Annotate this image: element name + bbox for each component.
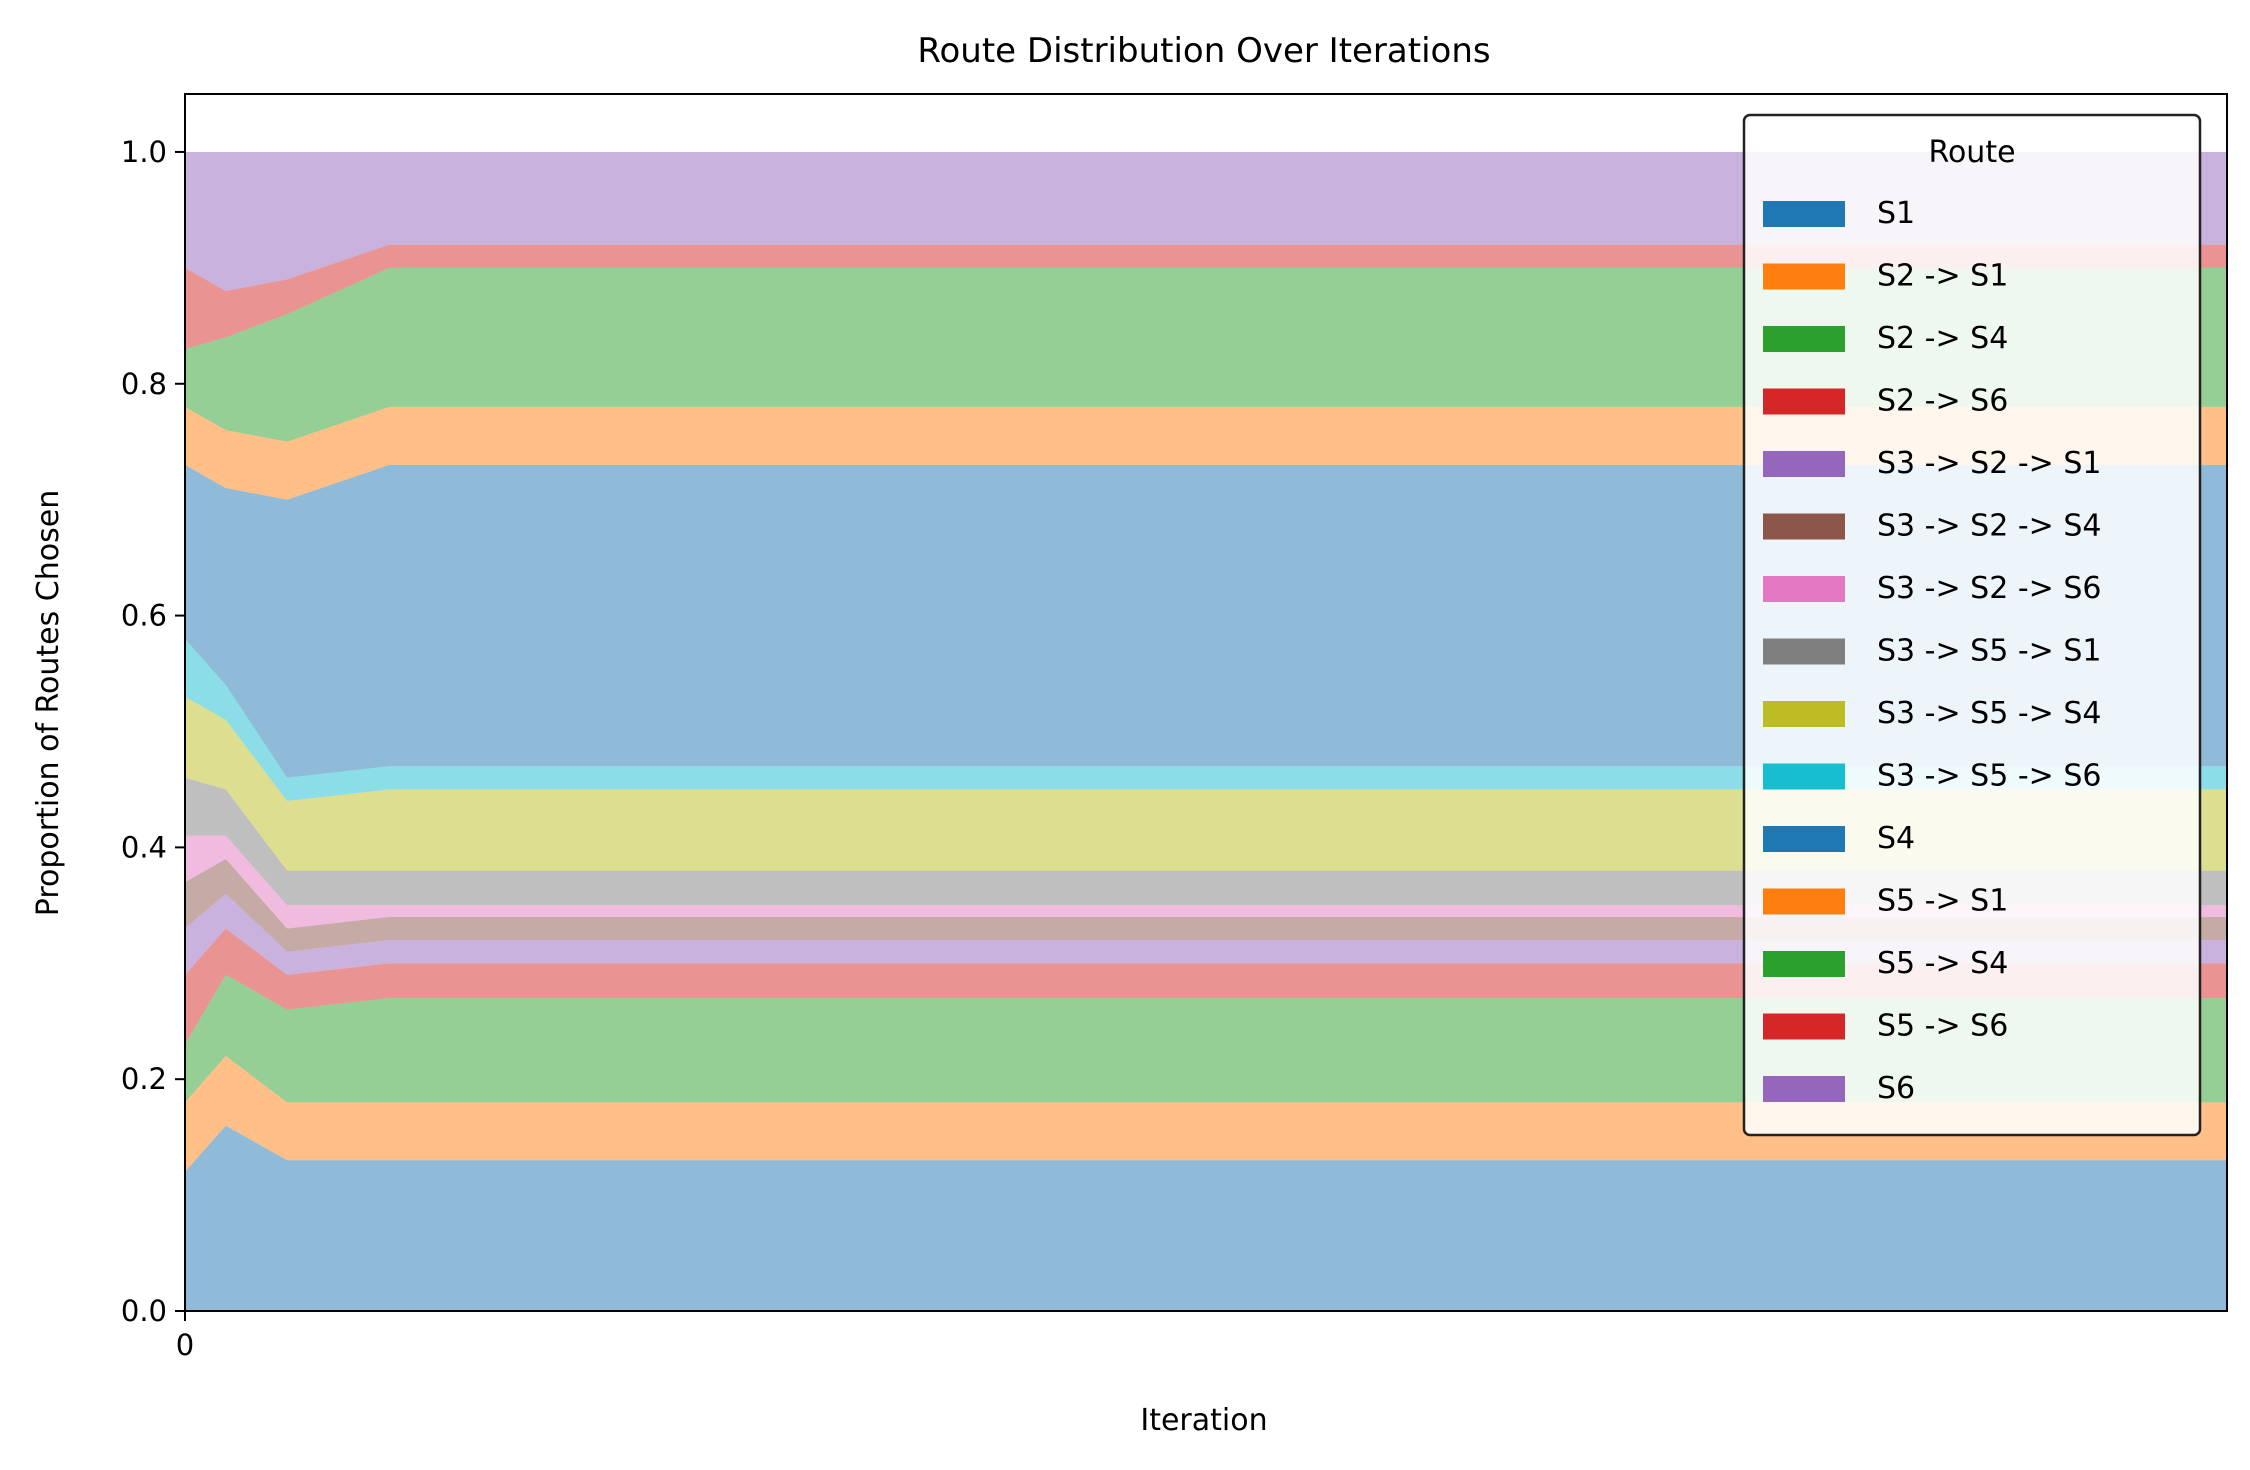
legend-swatch xyxy=(1763,451,1845,477)
area-series-1 xyxy=(185,1125,2227,1311)
legend-label: S2 -> S1 xyxy=(1877,259,2008,294)
area-series-8 xyxy=(185,777,2227,906)
y-tick-label: 0.4 xyxy=(121,830,167,864)
legend-label: S3 -> S2 -> S1 xyxy=(1877,446,2101,481)
y-axis-label: Proportion of Routes Chosen xyxy=(31,490,66,916)
y-axis: 0.0 0.2 0.4 0.6 0.8 1.0 xyxy=(121,135,185,1328)
legend: Route S1 S2 -> S1 S2 -> S4 S2 -> S6 S3 -> S2… xyxy=(1742,113,2202,1137)
x-axis-label: Iteration xyxy=(1140,1403,1267,1438)
x-axis: 0 xyxy=(176,1311,194,1362)
area-series-12 xyxy=(185,406,2227,500)
area-series-15 xyxy=(185,152,2227,291)
area-series-4 xyxy=(185,928,2227,1045)
y-tick-label: 0.6 xyxy=(121,599,167,633)
legend-swatch xyxy=(1763,826,1845,852)
legend-label: S3 -> S2 -> S4 xyxy=(1877,509,2101,544)
y-tick-label: 0.8 xyxy=(121,367,167,401)
legend-label: S5 -> S6 xyxy=(1877,1009,2008,1044)
legend-swatch xyxy=(1763,951,1845,977)
legend-label: S3 -> S5 -> S4 xyxy=(1877,696,2101,731)
legend-swatch xyxy=(1763,888,1845,915)
legend-swatch xyxy=(1763,201,1845,227)
area-series-2 xyxy=(185,1056,2227,1172)
plot-frame xyxy=(184,93,2228,1312)
y-tick-label: 0.2 xyxy=(121,1062,167,1096)
legend-label: S3 -> S5 -> S1 xyxy=(1877,634,2101,669)
legend-title: Route xyxy=(1928,135,2015,170)
area-series-13 xyxy=(185,267,2227,442)
legend-label: S1 xyxy=(1877,196,1915,231)
legend-box xyxy=(1742,113,2202,1137)
area-series-11 xyxy=(185,464,2227,778)
legend-label: S2 -> S6 xyxy=(1877,384,2008,419)
area-series-3 xyxy=(185,974,2227,1103)
y-tick-label: 0.0 xyxy=(121,1294,167,1328)
legend-swatch xyxy=(1763,263,1845,290)
legend-items: S1 S2 -> S1 S2 -> S4 S2 -> S6 S3 -> S2 -> S1… xyxy=(1763,196,2101,1106)
legend-swatch xyxy=(1763,326,1845,352)
legend-label: S4 xyxy=(1877,821,1915,856)
legend-swatch xyxy=(1763,513,1845,540)
legend-swatch xyxy=(1763,701,1845,727)
legend-swatch xyxy=(1763,1076,1845,1102)
area-series-6 xyxy=(185,859,2227,952)
legend-label: S3 -> S2 -> S6 xyxy=(1877,571,2101,606)
legend-label: S3 -> S5 -> S6 xyxy=(1877,759,2101,794)
legend-swatch xyxy=(1763,1013,1845,1040)
area-series-5 xyxy=(185,893,2227,975)
area-series-9 xyxy=(185,696,2227,871)
area-series-7 xyxy=(185,835,2227,929)
series-areas xyxy=(185,152,2227,1311)
legend-label: S5 -> S4 xyxy=(1877,946,2008,981)
y-tick-label: 1.0 xyxy=(121,135,167,169)
legend-swatch xyxy=(1763,576,1845,602)
legend-swatch xyxy=(1763,763,1845,790)
legend-label: S6 xyxy=(1877,1071,1915,1106)
chart-title: Route Distribution Over Iterations xyxy=(917,31,1490,71)
legend-swatch xyxy=(1763,638,1845,665)
legend-label: S2 -> S4 xyxy=(1877,321,2008,356)
legend-swatch xyxy=(1763,388,1845,415)
legend-label: S5 -> S1 xyxy=(1877,884,2008,919)
x-tick-label: 0 xyxy=(176,1328,194,1362)
